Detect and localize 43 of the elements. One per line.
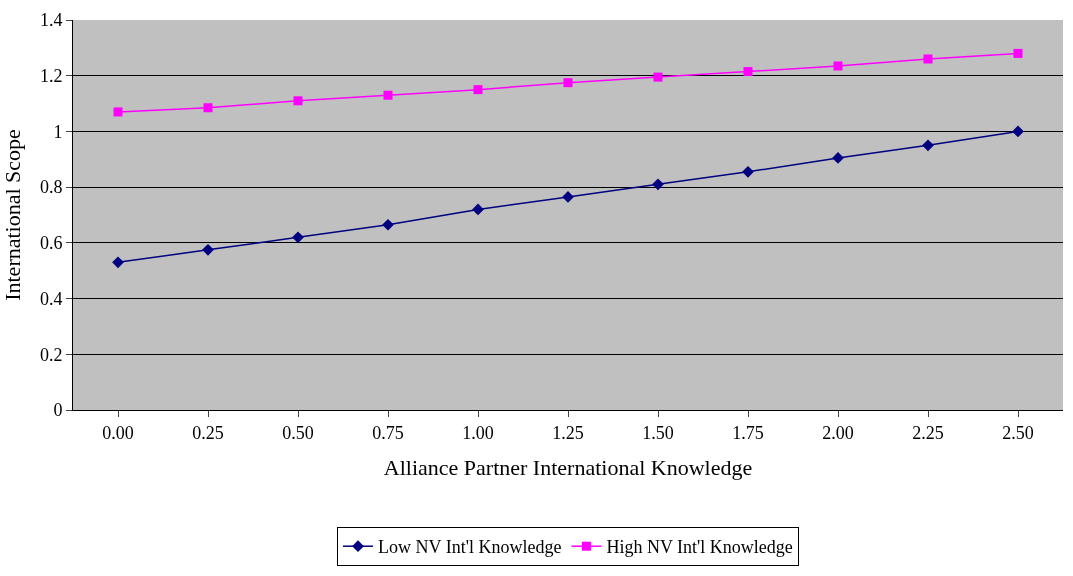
y-tick-label: 0.4: [39, 288, 63, 309]
x-tick-label: 1.50: [642, 422, 674, 443]
y-tick-label: 1: [53, 121, 63, 142]
point: [112, 256, 124, 269]
point: [1012, 125, 1024, 138]
y-axis-title: International Scope: [0, 129, 25, 301]
point: [833, 61, 843, 71]
x-tick-label: 0.00: [102, 422, 134, 443]
point: [202, 243, 214, 256]
x-tick-label: 1.00: [462, 422, 494, 443]
y-tick-label: 0: [53, 400, 63, 421]
x-tick-label: 2.25: [912, 422, 944, 443]
point: [742, 165, 754, 178]
point: [653, 72, 663, 82]
point: [292, 231, 304, 244]
point: [922, 139, 934, 152]
point: [113, 107, 123, 117]
point: [383, 90, 393, 100]
x-tick-label: 0.25: [192, 422, 224, 443]
x-tick-label: 0.50: [282, 422, 314, 443]
point: [203, 103, 213, 113]
point: [473, 85, 483, 95]
y-tick-label: 1.2: [39, 66, 63, 87]
point: [293, 96, 303, 106]
point: [563, 78, 573, 88]
x-tick-label: 1.75: [732, 422, 764, 443]
x-tick-label: 2.50: [1002, 422, 1034, 443]
x-axis-title: Alliance Partner International Knowledge: [383, 455, 753, 481]
point: [382, 218, 394, 231]
legend-label: High NV Int'l Knowledge: [606, 537, 793, 558]
point: [652, 178, 664, 191]
y-tick-label: 1.4: [39, 10, 63, 31]
y-tick-label: 0.2: [39, 344, 63, 365]
x-tick-label: 0.75: [372, 422, 404, 443]
legend-label: Low NV Int'l Knowledge: [378, 537, 562, 558]
y-tick-label: 0.8: [39, 177, 63, 198]
y-tick-label: 0.6: [39, 233, 63, 254]
point: [923, 54, 933, 64]
point: [472, 203, 484, 216]
point: [743, 67, 753, 77]
x-tick-label: 1.25: [552, 422, 584, 443]
point: [1013, 48, 1023, 58]
x-tick-label: 2.00: [822, 422, 854, 443]
